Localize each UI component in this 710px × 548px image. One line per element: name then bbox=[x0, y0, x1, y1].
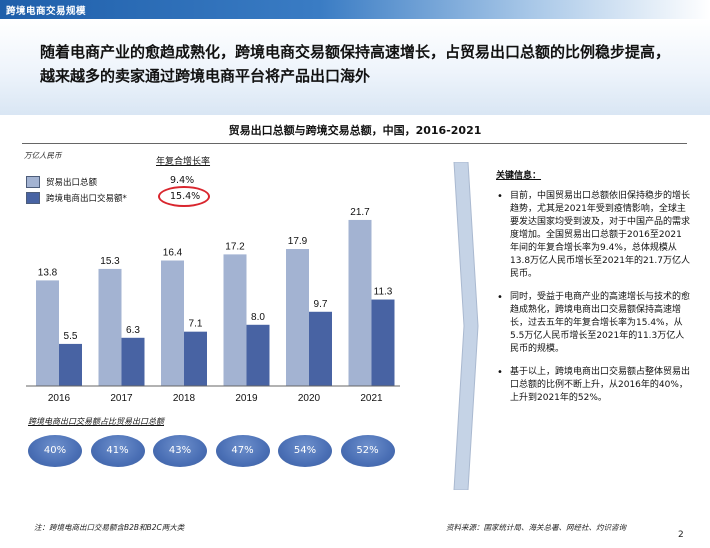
title-divider bbox=[22, 143, 687, 144]
key-info-list: 目前，中国贸易出口总额依旧保持稳步的增长趋势，尤其是2021年受到疫情影响，全球… bbox=[496, 190, 690, 415]
cagr-title: 年复合增长率 bbox=[156, 157, 211, 167]
legend-label-trade-export: 贸易出口总额 bbox=[46, 178, 98, 188]
source-note: 资料来源：国家统计局、海关总署、网经社、灼识咨询 bbox=[446, 523, 626, 532]
chevron-right-icon bbox=[453, 162, 479, 490]
chart-unit: 万亿人民币 bbox=[24, 151, 62, 160]
data-label: 16.4 bbox=[163, 248, 183, 259]
data-label: 15.3 bbox=[100, 256, 120, 267]
x-tick-label: 2018 bbox=[173, 393, 196, 404]
footnote: 注：跨境电商出口交易额含B2B和B2C两大类 bbox=[34, 523, 185, 532]
bar-ecommerce-export-2020 bbox=[309, 311, 332, 386]
bar-ecommerce-export-2018 bbox=[184, 331, 207, 386]
cagr-value-trade-export: 9.4% bbox=[170, 175, 195, 186]
data-label: 9.7 bbox=[314, 299, 328, 310]
data-label: 13.8 bbox=[38, 267, 58, 278]
bar-trade-export-2016 bbox=[36, 280, 59, 386]
x-tick-label: 2019 bbox=[235, 393, 258, 404]
share-pill-2019: 47% bbox=[215, 435, 270, 467]
legend-label-ecommerce-export: 跨境电商出口交易额* bbox=[46, 194, 127, 204]
cagr-highlight-circle bbox=[158, 186, 210, 207]
share-pill-2021: 52% bbox=[340, 435, 395, 467]
key-info-bullet: 同时，受益于电商产业的高速增长与技术的愈趋成熟化，跨境电商出口交易额保持高速增长… bbox=[496, 291, 690, 356]
bar-trade-export-2017 bbox=[98, 268, 122, 386]
key-info-bullet: 基于以上，跨境电商出口交易额占整体贸易出口总额的比例不断上升，从2016年的40… bbox=[496, 366, 690, 405]
key-info-bullet: 目前，中国贸易出口总额依旧保持稳步的增长趋势，尤其是2021年受到疫情影响，全球… bbox=[496, 190, 690, 281]
bar-ecommerce-export-2017 bbox=[121, 337, 145, 386]
bar-trade-export-2020 bbox=[286, 249, 309, 386]
bar-ecommerce-export-2021 bbox=[371, 299, 395, 386]
data-label: 17.2 bbox=[225, 241, 245, 252]
data-label: 8.0 bbox=[251, 312, 265, 323]
legend-swatch-trade-export bbox=[26, 176, 40, 188]
chart-title: 贸易出口总额与跨境交易总额，中国，2016-2021 bbox=[228, 124, 482, 137]
share-label: 跨境电商出口交易额占比贸易出口总额 bbox=[28, 417, 164, 426]
share-pill-2018: 43% bbox=[153, 435, 207, 467]
section-title: 跨境电商交易规模 bbox=[6, 6, 87, 17]
bar-trade-export-2018 bbox=[161, 260, 184, 386]
legend-swatch-ecommerce-export bbox=[26, 192, 40, 204]
share-pill-row: 40% 41% 43% 47% 54% 52% bbox=[24, 435, 404, 469]
bar-ecommerce-export-2019 bbox=[246, 324, 270, 386]
x-tick-label: 2021 bbox=[360, 393, 383, 404]
share-pill-2017: 41% bbox=[90, 435, 145, 467]
key-info-title: 关键信息： bbox=[496, 171, 542, 181]
data-label: 6.3 bbox=[126, 325, 140, 336]
data-label: 7.1 bbox=[189, 319, 203, 330]
data-label: 17.9 bbox=[288, 236, 308, 247]
data-label: 21.7 bbox=[350, 207, 370, 218]
bar-trade-export-2019 bbox=[223, 254, 247, 386]
x-tick-label: 2016 bbox=[48, 393, 71, 404]
headline-text: 随着电商产业的愈趋成熟化，跨境电商交易额保持高速增长，占贸易出口总额的比例稳步提… bbox=[40, 43, 671, 85]
bar-trade-export-2021 bbox=[348, 219, 372, 386]
top-banner: 跨境电商交易规模 bbox=[0, 0, 710, 19]
x-tick-label: 2017 bbox=[110, 393, 133, 404]
page-number: 2 bbox=[678, 530, 684, 540]
bar-ecommerce-export-2016 bbox=[59, 343, 82, 386]
share-pill-2020: 54% bbox=[278, 435, 332, 467]
data-label: 5.5 bbox=[64, 331, 78, 342]
x-tick-label: 2020 bbox=[298, 393, 321, 404]
headline-band bbox=[0, 19, 710, 115]
data-label: 11.3 bbox=[374, 287, 393, 298]
share-pill-2016: 40% bbox=[28, 435, 82, 467]
